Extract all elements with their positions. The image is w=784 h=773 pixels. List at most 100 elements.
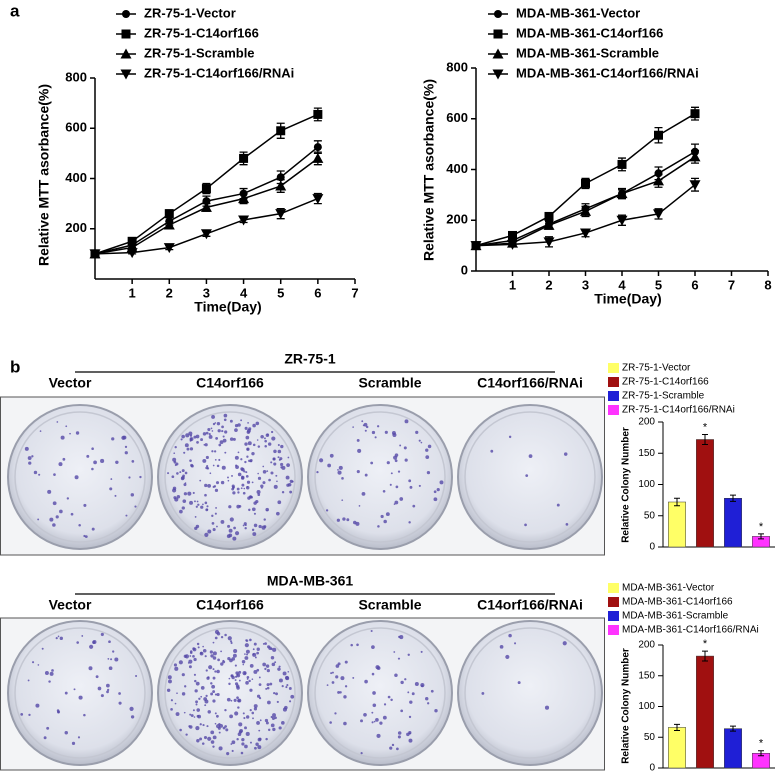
colony	[216, 692, 220, 697]
legend-label: ZR-75-1-C14orf166/RNAi	[622, 405, 735, 416]
error-bar	[702, 650, 708, 662]
colony	[251, 678, 254, 681]
colony	[433, 490, 437, 494]
colony	[86, 454, 90, 458]
colony	[20, 712, 24, 716]
colony	[427, 702, 430, 705]
colony	[189, 439, 192, 442]
colony	[69, 432, 71, 435]
colony	[27, 679, 30, 682]
colony	[129, 706, 134, 711]
colony	[237, 706, 240, 709]
colony	[524, 523, 527, 527]
colony	[184, 685, 187, 688]
colony	[200, 438, 203, 442]
colony	[268, 646, 272, 650]
legend-label: ZR-75-1-Scramble	[622, 391, 705, 402]
colony	[195, 726, 200, 731]
colony	[234, 424, 239, 428]
error-bar	[702, 434, 708, 445]
colony	[204, 493, 207, 497]
colony	[193, 435, 197, 439]
colony	[285, 675, 289, 680]
colony	[196, 441, 199, 444]
colony	[187, 491, 192, 496]
colony	[256, 647, 260, 651]
marker	[122, 10, 130, 18]
colony	[224, 709, 227, 712]
significance: *	[703, 421, 708, 433]
colony	[181, 673, 185, 677]
colony	[189, 500, 193, 505]
colony	[65, 425, 68, 428]
condition-label: Vector	[49, 597, 92, 613]
colony	[389, 483, 392, 486]
colony	[270, 430, 274, 434]
colony	[200, 686, 205, 690]
colony	[124, 445, 128, 449]
colony	[517, 681, 521, 685]
x-tick-label: 3	[203, 285, 210, 300]
colony	[363, 422, 368, 427]
colony	[202, 432, 207, 436]
legend-label: ZR-75-1-C14orf166/RNAi	[144, 65, 294, 80]
colony	[220, 636, 224, 639]
colony	[254, 746, 257, 750]
colony	[211, 684, 216, 689]
colony	[404, 678, 407, 681]
colony	[243, 716, 246, 720]
colony	[210, 730, 215, 735]
colony	[257, 445, 261, 448]
colony	[241, 742, 245, 746]
plate-rim	[164, 411, 296, 543]
colony	[343, 721, 347, 726]
colony	[370, 629, 373, 633]
colony	[49, 671, 54, 676]
colony	[107, 658, 110, 660]
colony	[245, 474, 249, 478]
colony	[218, 746, 223, 751]
colony	[364, 473, 368, 477]
colony	[508, 633, 512, 638]
colony	[404, 419, 409, 424]
marker	[200, 201, 212, 212]
colony	[390, 698, 393, 702]
colony	[400, 680, 404, 685]
colony	[204, 443, 208, 447]
colony	[352, 426, 354, 428]
legend-swatch	[608, 391, 619, 401]
plate-rim	[14, 627, 146, 759]
y-tick-label: 0	[649, 763, 655, 773]
colony	[383, 519, 387, 524]
colony	[198, 697, 201, 700]
colony	[73, 688, 76, 691]
colony	[189, 459, 192, 462]
colony	[233, 526, 236, 530]
colony	[202, 724, 205, 727]
colony	[176, 472, 179, 475]
colony	[264, 718, 269, 723]
colony	[266, 686, 270, 690]
colony	[371, 645, 375, 649]
colony	[28, 461, 32, 465]
y-tick-label: 0	[649, 542, 655, 553]
colony	[56, 709, 60, 712]
colony	[218, 458, 221, 461]
colony	[174, 666, 179, 671]
colony	[372, 703, 377, 708]
colony	[408, 715, 412, 719]
colony	[365, 425, 369, 429]
colony	[31, 661, 35, 664]
colony	[88, 666, 93, 671]
colony	[203, 697, 208, 701]
colony	[329, 721, 332, 724]
colony	[216, 525, 218, 528]
plate-rim	[14, 411, 146, 543]
colony	[245, 471, 248, 474]
y-tick-label: 600	[65, 120, 87, 135]
colony	[124, 451, 128, 455]
colony	[206, 725, 209, 728]
colony	[199, 737, 203, 741]
marker	[275, 180, 287, 191]
colony	[382, 489, 386, 493]
